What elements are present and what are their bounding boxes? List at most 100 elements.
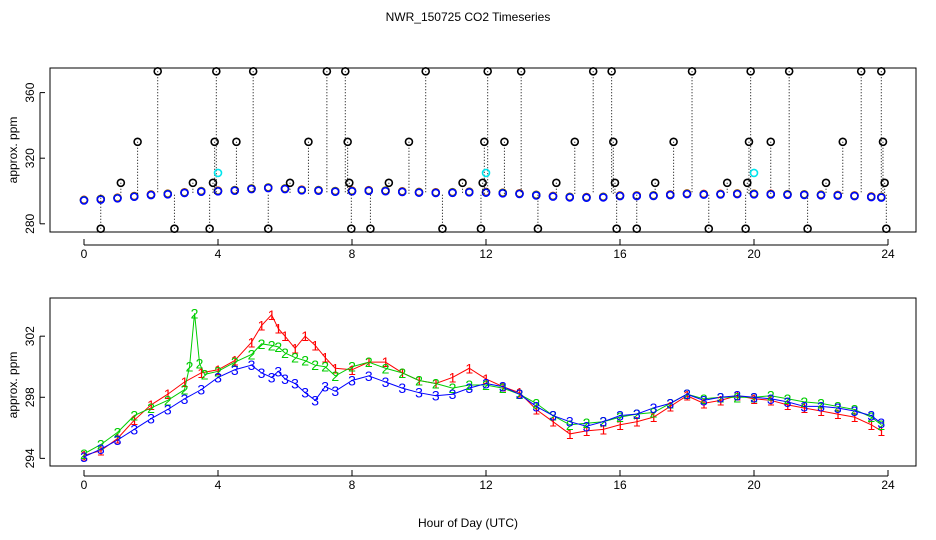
top-point-flagged: [421, 66, 431, 76]
bottom-point-3: 3: [583, 418, 591, 434]
bottom-point-3: 3: [784, 394, 792, 410]
top-point-flagged: [343, 137, 352, 147]
top-point-flagged: [478, 178, 487, 188]
top-point-flagged: [878, 137, 888, 147]
bottom-point-1: 1: [633, 414, 641, 430]
top-point-flagged: [533, 224, 543, 234]
bottom-x-tick-label: 8: [349, 478, 356, 492]
top-point-3: [632, 191, 642, 201]
bottom-point-3: 3: [683, 386, 691, 402]
top-point-flagged: [366, 224, 375, 234]
bottom-point-2: 2: [274, 339, 282, 355]
top-point-3: [682, 189, 692, 199]
bottom-y-tick-label: 298: [23, 387, 37, 407]
bottom-point-3: 3: [274, 363, 282, 379]
top-point-3: [749, 189, 759, 199]
bottom-point-3: 3: [650, 400, 658, 416]
top-point-3: [96, 195, 106, 204]
bottom-x-tick-label: 0: [81, 478, 88, 492]
top-point-3: [582, 193, 591, 203]
bottom-point-2: 2: [268, 337, 276, 353]
bottom-point-2: 2: [281, 345, 289, 361]
top-point-3: [448, 188, 457, 198]
bottom-point-3: 3: [291, 376, 299, 392]
bottom-point-3: 3: [767, 391, 775, 407]
top-point-3: [665, 190, 675, 200]
bottom-point-2: 2: [867, 409, 875, 425]
bottom-point-2: 2: [817, 395, 825, 411]
bottom-point-1: 1: [877, 423, 885, 439]
bottom-point-1: 1: [800, 400, 808, 416]
bottom-x-tick-label: 4: [215, 478, 222, 492]
top-point-flagged: [458, 178, 467, 188]
top-point-flagged: [744, 137, 754, 147]
bottom-point-1: 1: [432, 376, 440, 392]
bottom-point-2: 2: [717, 389, 725, 405]
bottom-point-1: 1: [321, 350, 329, 366]
top-point-3: [598, 193, 608, 202]
top-point-flagged: [687, 66, 697, 76]
bottom-point-1: 1: [258, 317, 266, 333]
bottom-point-1: 1: [499, 379, 507, 395]
bottom-point-3: 3: [449, 386, 457, 402]
bottom-point-2: 2: [80, 446, 88, 462]
bottom-point-2: 2: [311, 357, 319, 373]
top-point-3: [230, 186, 240, 195]
top-point-3: [615, 191, 625, 201]
bottom-point-3: 3: [549, 408, 557, 424]
bottom-point-2: 2: [532, 395, 540, 411]
top-point-flagged: [516, 66, 526, 76]
top-point-flagged: [552, 178, 561, 188]
bottom-point-1: 1: [311, 337, 319, 353]
bottom-point-3: 3: [281, 371, 289, 387]
bottom-y-label: approx. ppm: [6, 352, 20, 419]
bottom-point-3: 3: [717, 389, 725, 405]
bottom-point-2: 2: [186, 359, 194, 375]
bottom-point-2: 2: [767, 388, 775, 404]
bottom-point-3: 3: [616, 408, 624, 424]
top-point-flagged: [384, 178, 394, 188]
top-point-flagged: [650, 178, 660, 188]
bottom-point-3: 3: [800, 398, 808, 414]
bottom-point-2: 2: [599, 414, 607, 430]
bottom-point-2: 2: [181, 382, 189, 398]
top-x-tick-label: 12: [479, 247, 493, 261]
top-point-3: [783, 190, 792, 200]
bottom-point-3: 3: [321, 379, 329, 395]
bottom-point-1: 1: [566, 426, 574, 442]
top-point-3: [330, 187, 340, 196]
bottom-point-2: 2: [147, 400, 155, 416]
bottom-point-2: 2: [733, 389, 741, 405]
bottom-point-1: 1: [281, 328, 289, 344]
top-y-tick-label: 280: [23, 213, 37, 233]
bottom-point-3: 3: [181, 391, 189, 407]
bottom-point-3: 3: [817, 398, 825, 414]
top-x-tick-label: 24: [881, 247, 895, 261]
bottom-point-3: 3: [258, 365, 266, 381]
bottom-point-2: 2: [432, 376, 440, 392]
bottom-point-3: 3: [268, 369, 276, 385]
bottom-point-3: 3: [700, 392, 708, 408]
bottom-point-1: 1: [214, 362, 222, 378]
bottom-point-1: 1: [733, 388, 741, 404]
bottom-point-2: 2: [482, 377, 490, 393]
top-plot-frame: [49, 67, 917, 233]
top-point-3: [146, 190, 156, 200]
bottom-point-3: 3: [750, 389, 758, 405]
top-point-flagged: [96, 224, 106, 234]
top-point-flagged: [476, 224, 486, 234]
bottom-point-3: 3: [877, 415, 885, 431]
bottom-point-1: 1: [851, 409, 859, 425]
bottom-y-tick-label: 294: [23, 448, 37, 468]
bottom-point-3: 3: [566, 414, 574, 430]
top-point-flagged: [480, 137, 489, 147]
top-x-tick-label: 8: [349, 247, 356, 261]
top-point-3: [397, 187, 407, 197]
bottom-point-3: 3: [147, 411, 155, 427]
bottom-point-3: 3: [197, 382, 205, 398]
top-point-3: [850, 191, 859, 201]
bottom-point-1: 1: [867, 417, 875, 433]
top-point-3: [515, 189, 524, 199]
bottom-point-1: 1: [197, 365, 205, 381]
top-point-flagged: [322, 66, 332, 76]
